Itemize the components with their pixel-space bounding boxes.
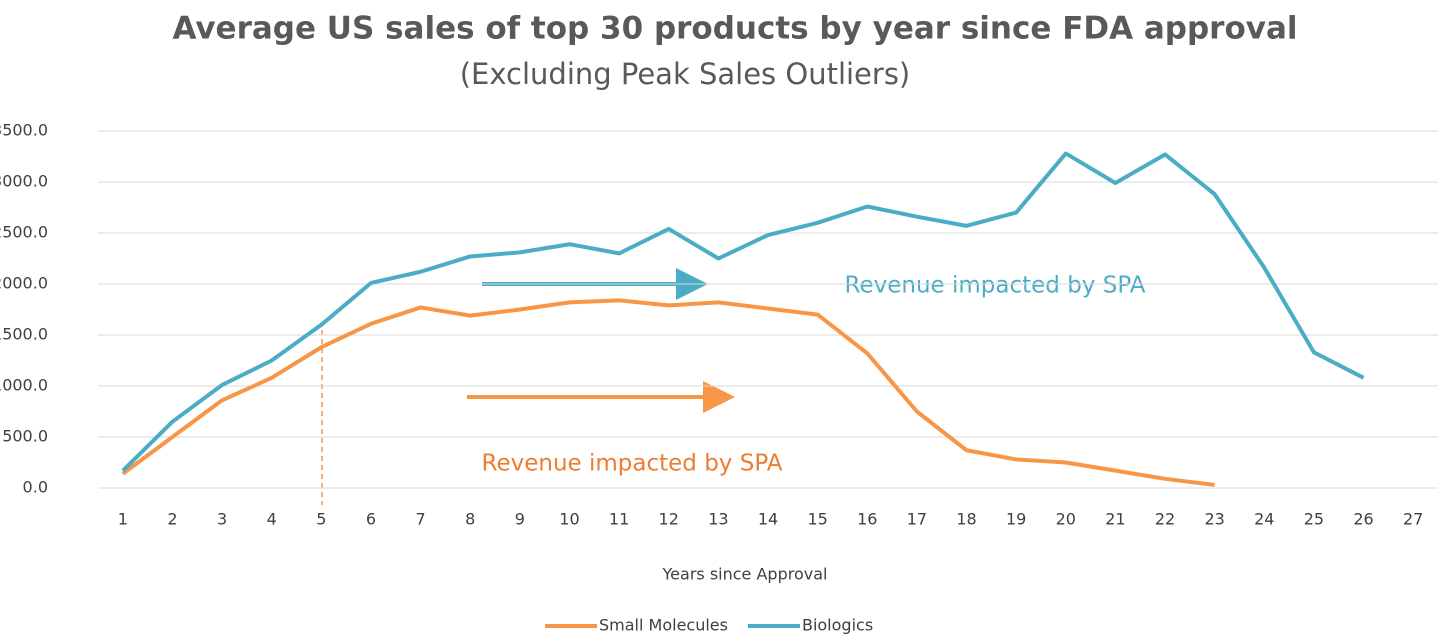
legend-label: Biologics [802,616,873,635]
x-tick-label: 3 [217,510,227,529]
y-tick-label: 1000.0 [0,376,48,395]
x-tick-label: 17 [907,510,927,529]
x-tick-label: 4 [267,510,277,529]
x-tick-label: 26 [1353,510,1373,529]
x-tick-label: 16 [857,510,877,529]
x-axis-label: Years since Approval [662,565,828,584]
series-line [121,298,1215,487]
x-tick-label: 24 [1254,510,1274,529]
x-tick-label: 23 [1204,510,1224,529]
x-tick-label: 27 [1403,510,1423,529]
x-tick-label: 15 [807,510,827,529]
y-tick-label: 0.0 [23,478,48,497]
x-tick-label: 21 [1105,510,1125,529]
x-tick-label: 18 [956,510,976,529]
x-tick-label: 14 [758,510,778,529]
x-tick-label: 1 [118,510,128,529]
x-tick-label: 12 [659,510,679,529]
series-line [121,151,1365,473]
chart-subtitle: (Excluding Peak Sales Outliers) [460,57,911,91]
x-tick-label: 25 [1304,510,1324,529]
x-tick-label: 7 [415,510,425,529]
x-tick-label: 20 [1056,510,1076,529]
annotation: Revenue impacted by SPA [482,451,783,477]
plot-area: 0.0500.01000.01500.02000.02500.03000.035… [0,121,1438,635]
annotation: Revenue impacted by SPA [845,273,1146,299]
y-tick-label: 1500.0 [0,325,48,344]
y-tick-label: 2500.0 [0,223,48,242]
x-tick-label: 11 [609,510,629,529]
x-tick-label: 10 [559,510,579,529]
x-tick-label: 6 [366,510,376,529]
y-tick-label: 3500.0 [0,121,48,140]
x-tick-label: 5 [316,510,326,529]
x-tick-label: 2 [167,510,177,529]
x-tick-label: 22 [1155,510,1175,529]
x-tick-label: 9 [515,510,525,529]
legend-label: Small Molecules [599,616,728,635]
y-tick-label: 500.0 [2,427,48,446]
x-tick-label: 19 [1006,510,1026,529]
y-tick-label: 2000.0 [0,274,48,293]
x-tick-label: 13 [708,510,728,529]
x-tick-label: 8 [465,510,475,529]
y-tick-label: 3000.0 [0,172,48,191]
chart-title: Average US sales of top 30 products by y… [172,11,1297,47]
